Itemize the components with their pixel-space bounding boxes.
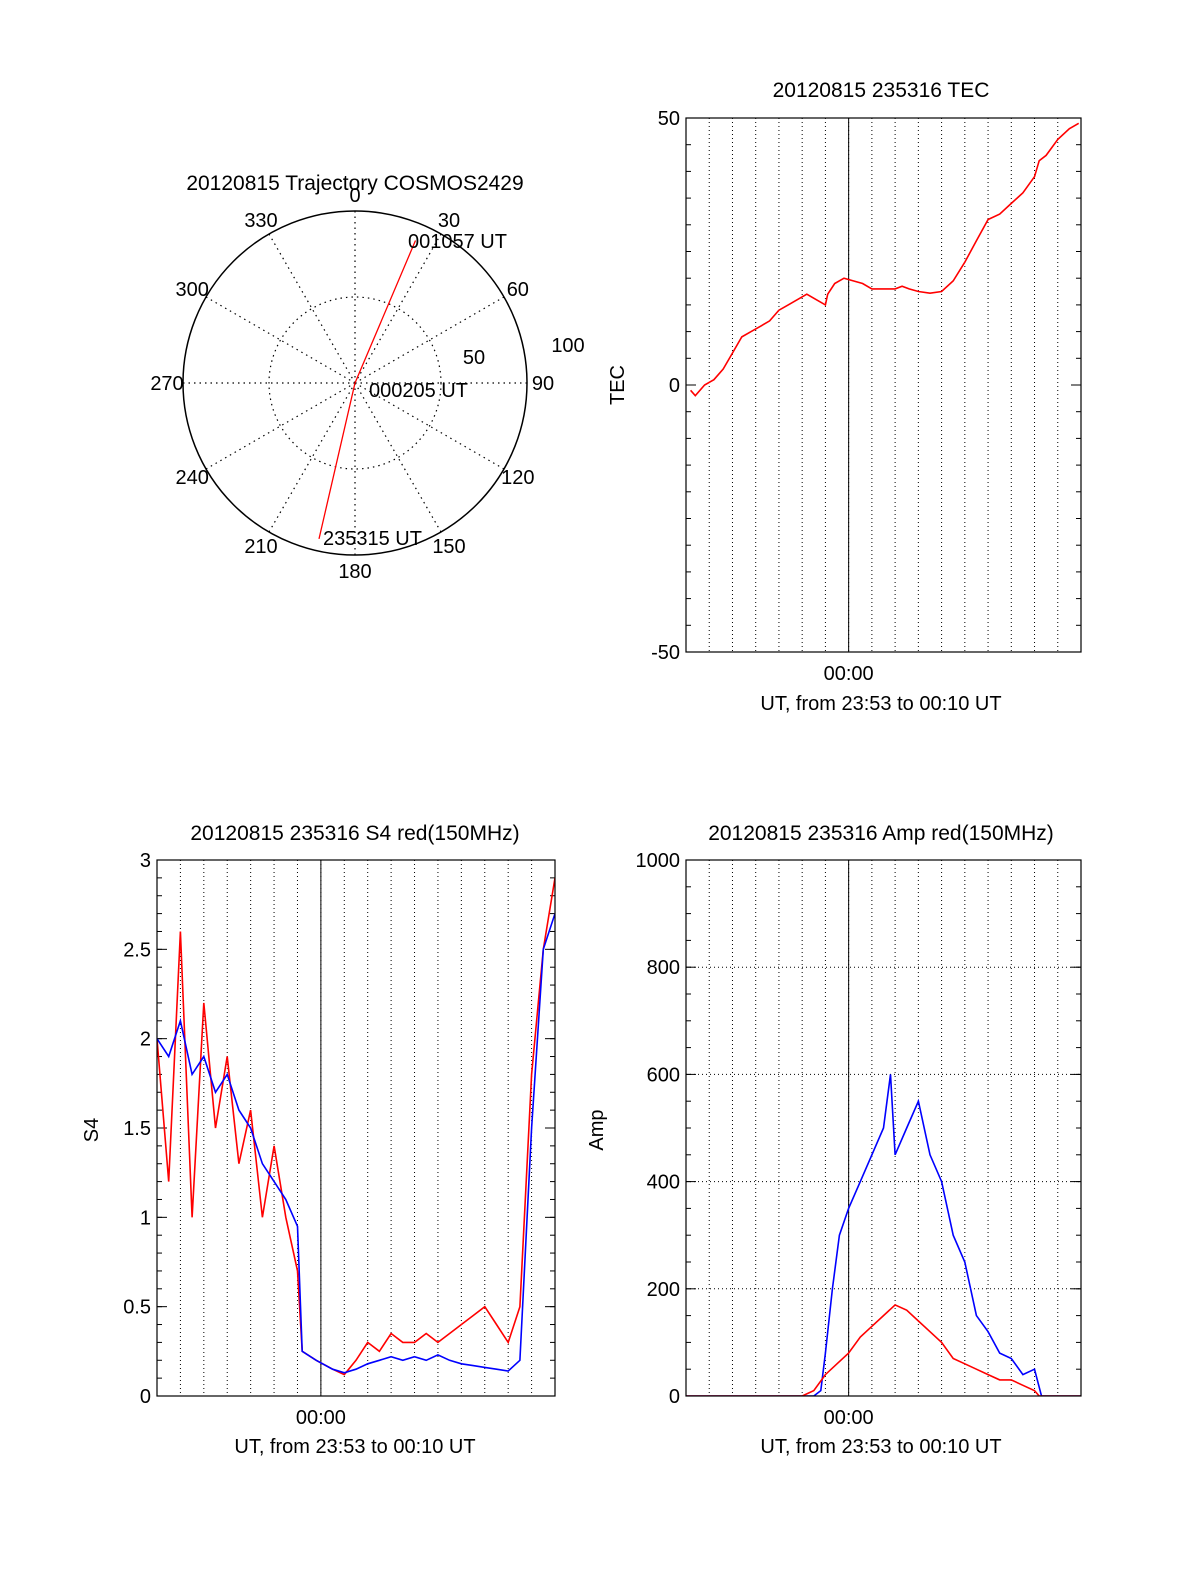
angle-label-210: 210 — [244, 536, 277, 558]
trajectory-track — [318, 240, 417, 540]
y-tick-label: 200 — [647, 1279, 680, 1301]
annotation-zenith-time: 000205 UT — [369, 380, 468, 402]
trajectory-title: 20120815 Trajectory COSMOS2429 — [186, 172, 523, 195]
ring-label-100: 100 — [551, 335, 584, 357]
angle-label-300: 300 — [175, 279, 208, 301]
annotation-end-time: 001057 UT — [408, 231, 507, 253]
tec-chart: 20120815 235316 TEC 50 0 -50 00:00 UT, from… — [607, 79, 1082, 715]
angle-label-120: 120 — [501, 467, 534, 489]
y-tick-label: 400 — [647, 1172, 680, 1194]
amp-chart: 20120815 235316 Amp red(150MHz) 0 200 400 6… — [586, 822, 1082, 1458]
angle-label-30: 30 — [438, 210, 460, 232]
y-tick-label: 0 — [140, 1386, 151, 1408]
polar-spoke-210 — [268, 382, 356, 533]
x-tick-label: 00:00 — [296, 1407, 346, 1429]
series-line-red — [689, 122, 1080, 397]
polar-spoke-300 — [205, 296, 356, 384]
angle-label-240: 240 — [175, 467, 208, 489]
annotation-start-time: 235315 UT — [323, 528, 422, 550]
tec-title: 20120815 235316 TEC — [773, 79, 990, 102]
plot-frame — [685, 859, 1082, 1397]
amp-xlabel: UT, from 23:53 to 00:10 UT — [760, 1436, 1001, 1458]
y-tick-label: 0.5 — [123, 1297, 151, 1319]
y-tick-label: 1.5 — [123, 1118, 151, 1140]
s4-xlabel: UT, from 23:53 to 00:10 UT — [234, 1436, 475, 1458]
tec-plot-area: 50 0 -50 00:00 — [651, 108, 1082, 685]
angle-label-180: 180 — [338, 561, 371, 583]
angle-label-60: 60 — [507, 279, 529, 301]
series-line-blue — [686, 1074, 1081, 1396]
s4-ylabel: S4 — [81, 1118, 103, 1142]
s4-chart: 20120815 235316 S4 red(150MHz) 0 0.5 1 1.5 2… — [81, 822, 556, 1458]
polar-ring-50 — [268, 296, 442, 470]
trajectory-polar-plot: 20120815 Trajectory COSMOS2429 0 30 60 90 12… — [150, 172, 584, 583]
polar-spoke-120 — [354, 382, 505, 470]
s4-plot-area: 0 0.5 1 1.5 2 2.5 3 00:00 — [123, 850, 556, 1429]
y-tick-label: -50 — [651, 642, 680, 664]
y-tick-label: 2 — [140, 1029, 151, 1051]
y-tick-label: 2.5 — [123, 939, 151, 961]
y-tick-label: 1 — [140, 1207, 151, 1229]
ring-label-50: 50 — [463, 347, 485, 369]
angle-label-0: 0 — [349, 185, 360, 207]
angle-label-90: 90 — [532, 373, 554, 395]
s4-title: 20120815 235316 S4 red(150MHz) — [190, 822, 519, 845]
amp-ylabel: Amp — [586, 1109, 608, 1150]
tec-ylabel: TEC — [607, 365, 629, 405]
angle-label-270: 270 — [150, 373, 183, 395]
series-line-red — [686, 1303, 1081, 1396]
polar-spoke-30 — [354, 233, 442, 384]
polar-spoke-330 — [268, 233, 356, 384]
y-tick-label: 50 — [658, 108, 680, 130]
trajectory-line — [318, 240, 417, 540]
polar-spoke-240 — [205, 382, 356, 470]
polar-spoke-150 — [354, 382, 442, 533]
amp-title: 20120815 235316 Amp red(150MHz) — [708, 822, 1054, 845]
polar-spoke-60 — [354, 296, 505, 384]
x-tick-label: 00:00 — [824, 1407, 874, 1429]
x-tick-label: 00:00 — [824, 663, 874, 685]
plot-frame — [156, 859, 556, 1397]
y-tick-label: 0 — [669, 375, 680, 397]
series-line-blue — [157, 913, 555, 1374]
tec-xlabel: UT, from 23:53 to 00:10 UT — [760, 693, 1001, 715]
y-tick-label: 1000 — [636, 850, 681, 872]
y-tick-label: 3 — [140, 850, 151, 872]
angle-label-330: 330 — [244, 210, 277, 232]
amp-plot-area: 0 200 400 600 800 1000 00:00 — [636, 850, 1082, 1429]
series-line-red — [157, 877, 555, 1376]
plot-frame — [685, 117, 1082, 653]
y-tick-label: 0 — [669, 1386, 680, 1408]
y-tick-label: 600 — [647, 1064, 680, 1086]
polar-grid — [182, 210, 528, 556]
angle-label-150: 150 — [432, 536, 465, 558]
polar-angle-labels: 0 30 60 90 120 150 180 210 240 270 300 330 — [150, 185, 554, 583]
y-tick-label: 800 — [647, 957, 680, 979]
